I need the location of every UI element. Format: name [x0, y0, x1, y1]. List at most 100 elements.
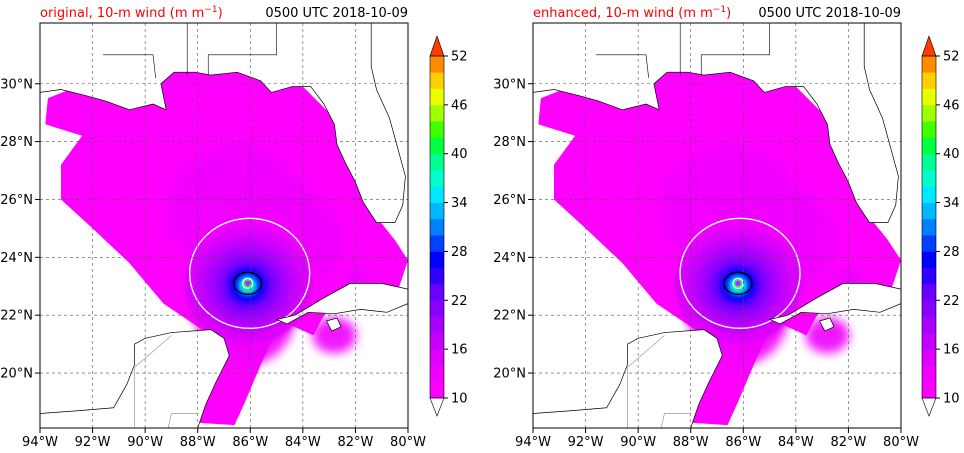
map-frame-enhanced [532, 22, 902, 429]
lat-tick-label: 24°N [493, 251, 526, 266]
lat-tick-label: 24°N [0, 251, 33, 266]
colorbar-bin [430, 186, 444, 203]
panel-time-original: 0500 UTC 2018-10-09 [265, 6, 408, 21]
colorbar-bin [922, 88, 936, 106]
map-panel-original: original, 10-m wind (m m−1) 0500 UTC 201… [0, 5, 426, 450]
colorbar-bin [430, 170, 444, 187]
colorbar-bin [922, 137, 936, 155]
colorbar-bin [922, 218, 936, 236]
lon-tick-label: 80°W [390, 435, 426, 450]
colorbar-tick-label: 10 [943, 392, 960, 407]
colorbar-bin [922, 72, 936, 89]
lat-tick-label: 26°N [0, 193, 33, 208]
lon-tick-label: 82°W [830, 435, 866, 450]
colorbar-bin [430, 88, 444, 106]
wind-field-enhanced [538, 57, 901, 426]
colorbar-bin [430, 104, 444, 122]
lon-tick-label: 90°W [620, 435, 656, 450]
colorbar-tick-label: 40 [451, 147, 468, 162]
lon-tick-label: 86°W [232, 435, 268, 450]
colorbar-bin [922, 186, 936, 203]
colorbar-bin [430, 72, 444, 89]
lat-axis-enhanced: 20°N 22°N 24°N 26°N 28°N 30°N [493, 77, 533, 382]
lat-tick-label: 22°N [493, 309, 526, 324]
lon-tick-label: 94°W [515, 435, 551, 450]
colorbar-enhanced: 10 16 22 28 34 40 46 52 [921, 35, 960, 417]
lon-tick-label: 88°W [673, 435, 709, 450]
colorbar-bin [430, 332, 444, 350]
colorbar-bin [430, 235, 444, 252]
colorbar-bin [430, 300, 444, 317]
lon-axis-enhanced: 94°W 92°W 90°W 88°W 86°W 84°W 82°W 80°W [515, 428, 919, 450]
gridlines-enhanced [533, 23, 901, 428]
colorbar-bin [922, 332, 936, 350]
colorbar-tick-label: 10 [451, 392, 468, 407]
wind-field-original [45, 57, 408, 426]
colorbar-bin [922, 349, 936, 366]
gridlines-original [40, 23, 408, 428]
colorbar-extend-min [429, 397, 445, 417]
panel-title-enhanced: enhanced, 10-m wind (m m−1) [533, 5, 731, 21]
lon-tick-label: 86°W [725, 435, 761, 450]
colorbar-tick-label: 52 [451, 50, 468, 65]
lat-tick-label: 28°N [0, 135, 33, 150]
lat-tick-label: 30°N [493, 77, 526, 92]
colorbar-bin [922, 365, 936, 383]
colorbar-tick-label: 34 [451, 196, 468, 211]
colorbar-tick-label: 16 [943, 343, 960, 358]
colorbar-original: 10 16 22 28 34 40 46 52 [429, 35, 468, 417]
lon-tick-label: 82°W [337, 435, 373, 450]
colorbar-bin [922, 235, 936, 252]
lat-tick-label: 26°N [493, 193, 526, 208]
lat-tick-label: 20°N [0, 367, 33, 382]
colorbar-bin [430, 381, 444, 399]
colorbar-bin [430, 284, 444, 301]
colorbar-tick-label: 22 [943, 294, 960, 309]
colorbar-bin [922, 104, 936, 122]
colorbar-extend-max [921, 35, 937, 57]
lon-tick-label: 92°W [75, 435, 111, 450]
lat-tick-label: 28°N [493, 135, 526, 150]
colorbar-bin [430, 121, 444, 138]
colorbar-bin [922, 251, 936, 269]
colorbar-bin [430, 365, 444, 383]
lat-tick-label: 22°N [0, 309, 33, 324]
colorbar-bin [922, 381, 936, 399]
coastlines-enhanced [533, 23, 901, 428]
colorbar-tick-label: 28 [451, 245, 468, 260]
colorbar-bin [922, 202, 936, 220]
colorbar-tick-label: 40 [943, 147, 960, 162]
coastlines-original [40, 23, 408, 428]
lon-tick-label: 92°W [568, 435, 604, 450]
colorbar-bin [430, 316, 444, 334]
colorbar-bin [922, 316, 936, 334]
lon-tick-label: 80°W [883, 435, 919, 450]
colorbar-bin [922, 153, 936, 171]
colorbar-bin [922, 170, 936, 187]
lon-tick-label: 84°W [778, 435, 814, 450]
colorbar-bin [430, 56, 444, 73]
colorbar-tick-label: 22 [451, 294, 468, 309]
colorbar-bin [922, 56, 936, 73]
colorbar-bin [430, 267, 444, 285]
colorbar-extend-max [429, 35, 445, 57]
lon-tick-label: 94°W [22, 435, 58, 450]
panel-title-original: original, 10-m wind (m m−1) [40, 5, 223, 21]
colorbar-extend-min [921, 397, 937, 417]
lon-tick-label: 90°W [127, 435, 163, 450]
colorbar-bin [922, 284, 936, 301]
colorbar-bin [922, 300, 936, 317]
colorbar-bin [430, 137, 444, 155]
colorbar-tick-label: 46 [943, 98, 960, 113]
colorbar-bin [922, 267, 936, 285]
colorbar-bin [430, 218, 444, 236]
colorbar-bin [922, 121, 936, 138]
colorbar-bin [430, 202, 444, 220]
lat-tick-label: 20°N [493, 367, 526, 382]
colorbar-bin [430, 349, 444, 366]
lat-axis-original: 20°N 22°N 24°N 26°N 28°N 30°N [0, 77, 40, 382]
lon-axis-original: 94°W 92°W 90°W 88°W 86°W 84°W 82°W 80°W [22, 428, 426, 450]
panel-time-enhanced: 0500 UTC 2018-10-09 [758, 6, 901, 21]
lon-tick-label: 88°W [180, 435, 216, 450]
